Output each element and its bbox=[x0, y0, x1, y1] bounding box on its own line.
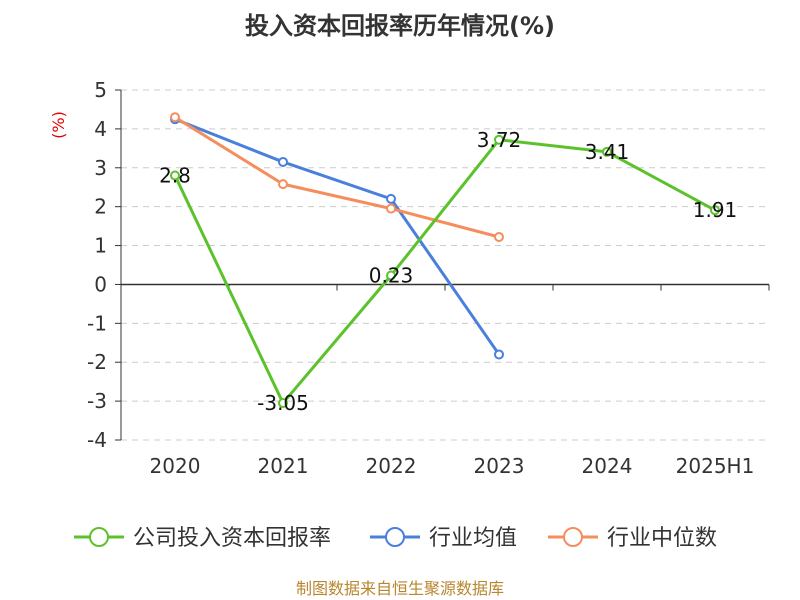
legend-marker-icon bbox=[385, 527, 405, 547]
y-tick-label: 1 bbox=[94, 234, 107, 258]
legend-item[interactable]: 行业中位数 bbox=[548, 526, 717, 551]
data-label: 2.8 bbox=[159, 164, 191, 188]
y-tick-label: -1 bbox=[87, 311, 107, 335]
data-label: 3.41 bbox=[585, 140, 630, 164]
y-tick-label: -3 bbox=[87, 389, 107, 413]
legend-label: 行业中位数 bbox=[607, 526, 717, 551]
legend[interactable]: 公司投入资本回报率 行业均值 行业中位数 bbox=[74, 526, 717, 551]
data-point bbox=[278, 179, 288, 190]
data-point bbox=[494, 232, 504, 242]
legend-label: 行业均值 bbox=[429, 526, 517, 551]
data-label: 1.91 bbox=[693, 198, 738, 222]
legend-marker-icon bbox=[89, 527, 109, 547]
x-tick-label: 2023 bbox=[474, 454, 525, 478]
data-point bbox=[494, 349, 504, 360]
legend-item[interactable]: 行业均值 bbox=[370, 526, 517, 551]
axes: 5 4 3 2 1 0 -1 -2 -3 -4 2020 2021 2022 2023 2024 2025H1 bbox=[87, 78, 770, 478]
data-label: 3.72 bbox=[477, 128, 522, 152]
x-tick-label: 2022 bbox=[366, 454, 417, 478]
x-tick-label: 2024 bbox=[582, 454, 633, 478]
data-point bbox=[386, 203, 396, 214]
y-tick-label: -4 bbox=[87, 428, 107, 452]
y-tick-label: 0 bbox=[94, 272, 107, 296]
series-line bbox=[174, 115, 500, 239]
y-tick-label: -2 bbox=[87, 350, 107, 374]
legend-item[interactable]: 公司投入资本回报率 bbox=[74, 526, 331, 551]
chart-title: 投入资本回报率历年情况(%) bbox=[245, 12, 555, 40]
data-point bbox=[170, 112, 180, 123]
data-label: 0.23 bbox=[369, 264, 414, 288]
y-tick-label: 4 bbox=[94, 117, 107, 141]
x-tick-label: 2020 bbox=[150, 454, 201, 478]
series-line bbox=[173, 138, 716, 405]
data-point bbox=[386, 193, 396, 204]
legend-marker-icon bbox=[563, 527, 583, 547]
y-tick-label: 2 bbox=[94, 195, 107, 219]
data-point bbox=[386, 270, 396, 281]
series-layer bbox=[170, 112, 720, 409]
data-point bbox=[710, 205, 720, 216]
y-tick-label: 5 bbox=[94, 78, 107, 102]
data-point bbox=[278, 156, 288, 167]
series-line bbox=[174, 117, 501, 356]
legend-label: 公司投入资本回报率 bbox=[133, 526, 331, 551]
source-note: 制图数据来自恒生聚源数据库 bbox=[296, 579, 504, 598]
data-point bbox=[494, 134, 504, 145]
data-point bbox=[170, 170, 180, 181]
data-point bbox=[602, 146, 612, 157]
x-tick-label: 2025H1 bbox=[676, 454, 755, 478]
y-axis-label: (%) bbox=[49, 111, 68, 139]
x-tick-label: 2021 bbox=[258, 454, 309, 478]
data-labels: 2.8 -3.05 0.23 3.72 3.41 1.91 bbox=[159, 128, 737, 415]
data-label: -3.05 bbox=[257, 391, 309, 415]
data-point bbox=[278, 398, 288, 409]
y-tick-label: 3 bbox=[94, 156, 107, 180]
